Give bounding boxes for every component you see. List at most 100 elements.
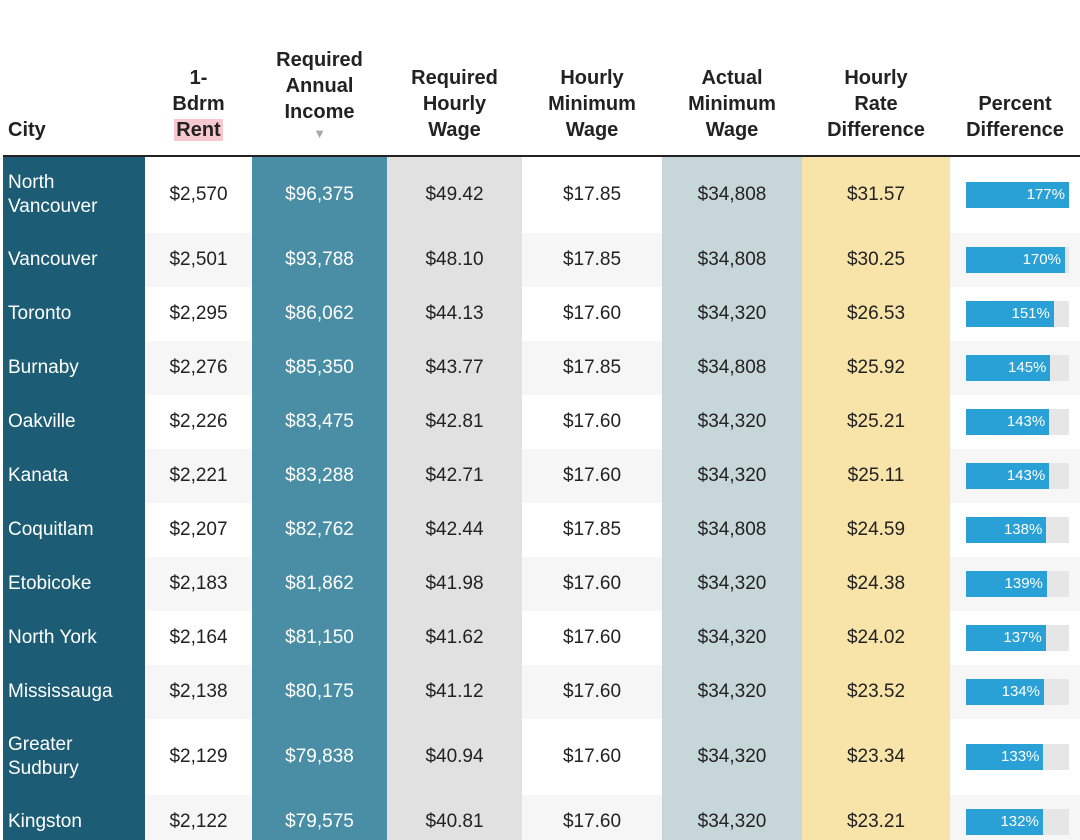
percent-track: 143%: [966, 463, 1069, 489]
header-text: Wage: [428, 119, 481, 141]
percent-bar: [966, 409, 1050, 435]
percent-track: 145%: [966, 355, 1069, 381]
header-row: City 1- Bdrm Rent Required Annual Income ▼ Requi…: [3, 0, 1080, 157]
header-line: Hourly: [526, 65, 658, 91]
value-cell: $17.85: [522, 341, 662, 395]
value-cell: $17.60: [522, 395, 662, 449]
value-cell: $24.02: [802, 611, 950, 665]
header-text: Annual: [285, 75, 354, 97]
header-line: Hourly: [806, 65, 946, 91]
value-cell: $40.81: [387, 795, 522, 840]
header-line: Rent: [149, 117, 248, 143]
percent-cell: 143%: [950, 395, 1080, 449]
header-text: Difference: [966, 119, 1064, 141]
value-cell: $2,207: [145, 503, 252, 557]
percent-bar: [966, 247, 1065, 273]
value-cell: $34,320: [662, 795, 802, 840]
percent-track: 134%: [966, 679, 1069, 705]
column-header: Required Annual Income ▼: [252, 0, 387, 157]
percent-bar: [966, 517, 1047, 543]
percent-track: 139%: [966, 571, 1069, 597]
city-cell: Kanata: [3, 449, 145, 503]
table-row: Greater Sudbury $2,129 $79,838 $40.94 $17.60…: [3, 719, 1080, 795]
table-row: Oakville $2,226 $83,475 $42.81 $17.60 $34,320…: [3, 395, 1080, 449]
percent-cell: 143%: [950, 449, 1080, 503]
header-line: Hourly: [391, 91, 518, 117]
percent-cell: 133%: [950, 719, 1080, 795]
percent-cell: 145%: [950, 341, 1080, 395]
value-cell: $40.94: [387, 719, 522, 795]
value-cell: $82,762: [252, 503, 387, 557]
header-line: City: [8, 117, 141, 143]
value-cell: $2,122: [145, 795, 252, 840]
value-cell: $93,788: [252, 233, 387, 287]
percent-track: 133%: [966, 744, 1069, 770]
value-cell: $49.42: [387, 156, 522, 233]
percent-track: 170%: [966, 247, 1069, 273]
header-text: Minimum: [548, 93, 636, 115]
highlighted-header-text: Rent: [174, 119, 223, 141]
city-cell: Vancouver: [3, 233, 145, 287]
value-cell: $34,808: [662, 341, 802, 395]
value-cell: $2,226: [145, 395, 252, 449]
value-cell: $79,838: [252, 719, 387, 795]
table-row: North Vancouver $2,570 $96,375 $49.42 $17.85…: [3, 156, 1080, 233]
percent-bar: [966, 679, 1044, 705]
column-header: Hourly Minimum Wage: [522, 0, 662, 157]
header-line: Rate: [806, 91, 946, 117]
percent-cell: 170%: [950, 233, 1080, 287]
value-cell: $17.60: [522, 719, 662, 795]
value-cell: $2,570: [145, 156, 252, 233]
header-line: Income: [256, 99, 383, 125]
value-cell: $81,862: [252, 557, 387, 611]
header-text: Wage: [565, 119, 619, 141]
table-row: Toronto $2,295 $86,062 $44.13 $17.60 $34,320 $…: [3, 287, 1080, 341]
percent-track: 137%: [966, 625, 1069, 651]
header-line: Difference: [806, 117, 946, 143]
table-row: Coquitlam $2,207 $82,762 $42.44 $17.85 $34,80…: [3, 503, 1080, 557]
percent-bar: [966, 625, 1046, 651]
value-cell: $23.21: [802, 795, 950, 840]
value-cell: $42.44: [387, 503, 522, 557]
table-row: Kanata $2,221 $83,288 $42.71 $17.60 $34,320 $2…: [3, 449, 1080, 503]
header-line: Percent: [954, 91, 1076, 117]
value-cell: $96,375: [252, 156, 387, 233]
percent-label: 139%: [1004, 575, 1043, 592]
header-text: Actual: [701, 67, 763, 89]
percent-cell: 138%: [950, 503, 1080, 557]
percent-label: 137%: [1003, 629, 1042, 646]
percent-track: 151%: [966, 301, 1069, 327]
value-cell: $34,808: [662, 233, 802, 287]
column-header: Actual Minimum Wage: [662, 0, 802, 157]
value-cell: $24.38: [802, 557, 950, 611]
percent-track: 177%: [966, 182, 1069, 208]
city-cell: Kingston: [3, 795, 145, 840]
header-line: Required: [256, 47, 383, 73]
value-cell: $86,062: [252, 287, 387, 341]
column-header: Required Hourly Wage: [387, 0, 522, 157]
value-cell: $30.25: [802, 233, 950, 287]
value-cell: $83,288: [252, 449, 387, 503]
header-line: Wage: [666, 117, 798, 143]
header-text: Required: [276, 49, 363, 71]
sort-indicator[interactable]: ▼: [313, 126, 326, 141]
value-cell: $2,295: [145, 287, 252, 341]
header-text: Wage: [705, 119, 759, 141]
value-cell: $2,129: [145, 719, 252, 795]
value-cell: $80,175: [252, 665, 387, 719]
column-header: Percent Difference: [950, 0, 1080, 157]
percent-bar: [966, 809, 1043, 835]
percent-bar: [966, 301, 1054, 327]
header-text: Hourly: [560, 67, 624, 89]
percent-label: 132%: [1000, 813, 1039, 830]
header-text: Percent: [978, 93, 1052, 115]
percent-cell: 139%: [950, 557, 1080, 611]
value-cell: $17.60: [522, 611, 662, 665]
city-cell: Coquitlam: [3, 503, 145, 557]
column-header: 1- Bdrm Rent: [145, 0, 252, 157]
table-row: Kingston $2,122 $79,575 $40.81 $17.60 $34,320…: [3, 795, 1080, 840]
value-cell: $17.85: [522, 503, 662, 557]
header-line: Annual: [256, 73, 383, 99]
value-cell: $48.10: [387, 233, 522, 287]
